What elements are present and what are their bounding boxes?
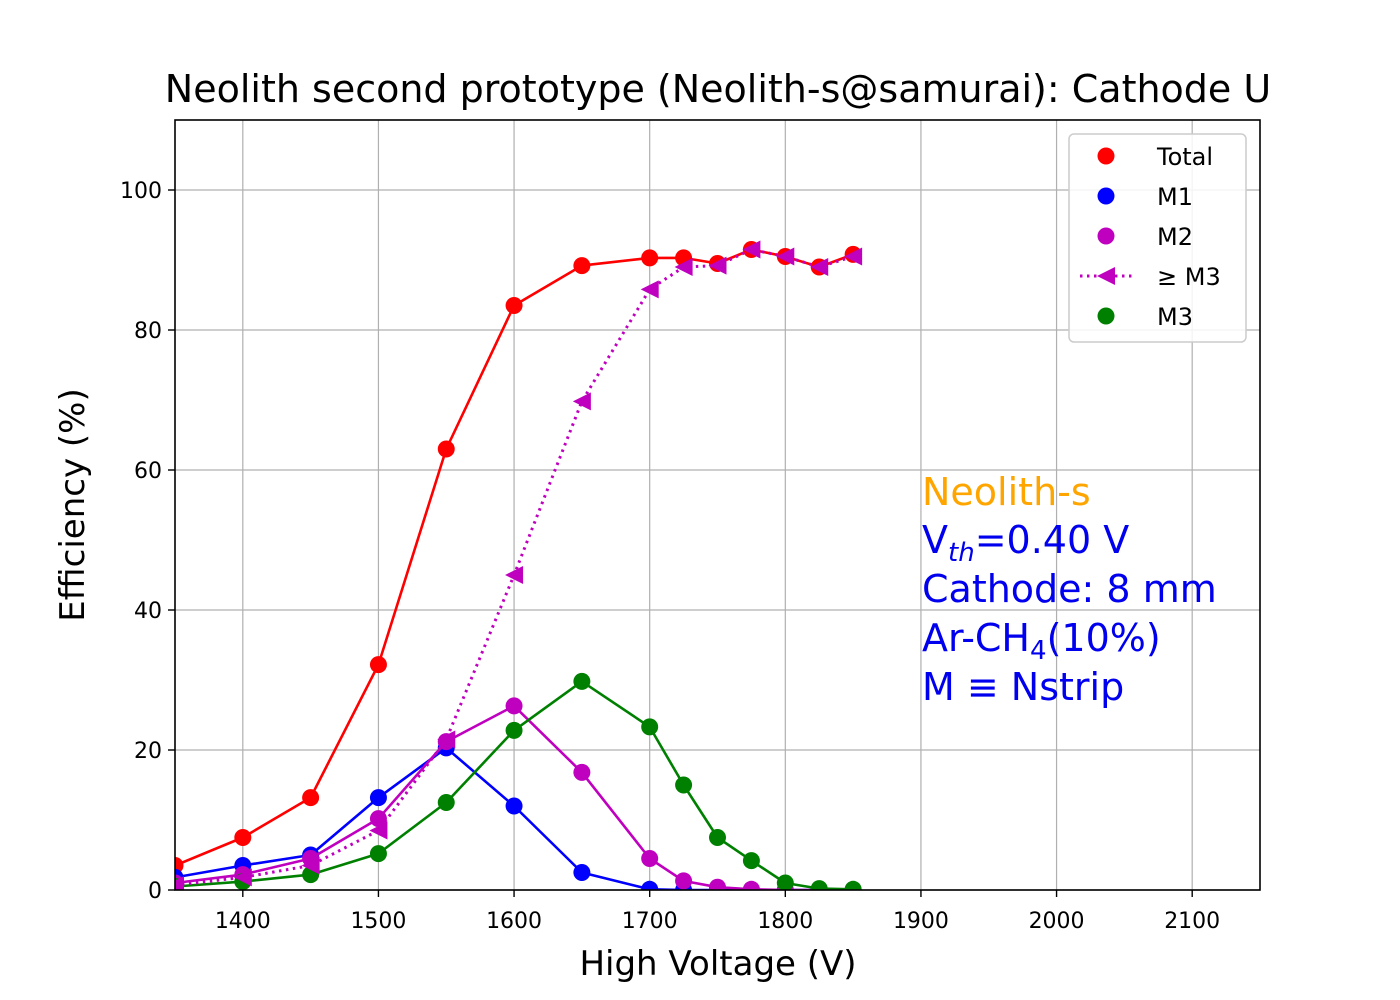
data-point-ge-m3	[844, 247, 863, 266]
y-tick-label: 20	[134, 739, 162, 764]
data-point-ge-m3	[572, 392, 591, 411]
x-tick-label: 1600	[486, 909, 542, 934]
legend-label: M3	[1157, 303, 1193, 331]
legend-marker	[1097, 307, 1115, 325]
series-line-ge-m3	[175, 248, 854, 887]
legend-label: Total	[1156, 143, 1213, 171]
series-ge-m3	[175, 240, 863, 890]
annotation-threshold-suffix: =0.40 V	[975, 518, 1130, 562]
y-tick-label: 100	[120, 179, 162, 204]
x-tick-label: 2000	[1029, 909, 1085, 934]
data-point-ge-m3	[233, 868, 252, 887]
plot-frame	[174, 119, 1261, 891]
legend-items: Total M1 M2 ≥ M3 M3	[1080, 143, 1221, 331]
data-point-total	[302, 789, 320, 807]
x-tick-label: 2100	[1164, 909, 1220, 934]
chart-title: Neolith second prototype (Neolith-s@samu…	[165, 67, 1271, 111]
data-point-m3	[641, 718, 659, 736]
data-point-m3	[844, 880, 862, 890]
data-point-total	[234, 829, 252, 846]
data-point-m3	[369, 845, 387, 863]
data-point-m3	[810, 880, 828, 890]
y-tick-label: 0	[148, 879, 162, 904]
annotation-gas: Ar-CH4(10%)	[922, 616, 1161, 666]
y-tick-label: 80	[134, 319, 162, 344]
legend-marker	[1097, 267, 1115, 285]
annotation-multiplicity: M ≡ Nstrip	[922, 665, 1124, 709]
data-point-m1	[505, 797, 523, 815]
legend-marker	[1097, 227, 1115, 245]
data-point-total	[437, 440, 455, 458]
data-point-ge-m3	[437, 730, 456, 749]
data-point-ge-m3	[640, 280, 659, 299]
annotation-detector-name: Neolith-s	[922, 470, 1091, 514]
legend-label: M1	[1157, 183, 1193, 211]
x-tick-label: 1800	[757, 909, 813, 934]
annotation-threshold-sub: th	[948, 538, 975, 568]
data-point-m3	[573, 672, 591, 690]
series-line-m1	[175, 746, 854, 890]
data-point-m3	[675, 776, 693, 794]
data-point-m1	[641, 880, 659, 890]
data-point-m3	[437, 794, 455, 811]
data-point-m2	[505, 697, 523, 715]
legend-marker	[1097, 147, 1115, 165]
data-point-total	[641, 249, 659, 267]
data-point-m1	[573, 864, 591, 881]
legend-label: M2	[1157, 223, 1193, 251]
data-point-total	[505, 297, 523, 314]
annotation-cathode: Cathode: 8 mm	[922, 567, 1217, 611]
legend: Total M1 M2 ≥ M3 M3	[1068, 133, 1247, 343]
data-point-m3	[505, 721, 523, 739]
ticks-layer: 1400 1500 1600 1700 1800 1900 2000 2100 0 20 40 60 8…	[120, 179, 1220, 934]
y-tick-label: 40	[134, 599, 162, 624]
data-point-m2	[709, 878, 726, 890]
data-point-ge-m3	[674, 258, 693, 276]
legend-label: ≥ M3	[1157, 263, 1221, 291]
annotation-gas-prefix: Ar-CH	[922, 616, 1030, 660]
data-point-m2	[641, 850, 659, 867]
x-tick-label: 1900	[893, 909, 949, 934]
y-axis-title: Efficiency (%)	[53, 388, 93, 621]
annotation-threshold-prefix: V	[922, 518, 948, 562]
data-point-total	[573, 257, 591, 275]
data-point-m2	[675, 872, 693, 890]
data-point-ge-m3	[301, 856, 320, 875]
x-tick-label: 1500	[350, 909, 406, 934]
annotation-gas-sub: 4	[1030, 636, 1047, 666]
data-point-ge-m3	[369, 821, 388, 840]
data-point-total	[369, 656, 387, 674]
annotation-threshold: Vth=0.40 V	[922, 518, 1129, 568]
x-tick-label: 1400	[215, 909, 271, 934]
annotation-gas-suffix: (10%)	[1047, 616, 1161, 660]
data-point-m3	[709, 829, 726, 846]
data-point-ge-m3	[776, 247, 795, 266]
annotation-block: Neolith-s Vth=0.40 V Cathode: 8 mm Ar-CH…	[922, 470, 1217, 709]
data-point-ge-m3	[175, 876, 184, 890]
data-point-m2	[573, 763, 591, 781]
data-point-ge-m3	[505, 566, 524, 584]
y-tick-label: 60	[134, 459, 162, 484]
data-point-m1	[369, 789, 387, 807]
x-tick-label: 1700	[622, 909, 678, 934]
legend-box	[1068, 133, 1247, 343]
series-layer	[175, 240, 863, 890]
data-point-ge-m3	[810, 258, 829, 276]
data-point-m3	[742, 852, 760, 870]
data-point-m3	[776, 874, 794, 890]
data-point-m2	[369, 810, 387, 828]
data-point-ge-m3	[708, 256, 727, 275]
data-point-ge-m3	[742, 240, 761, 259]
x-axis-title: High Voltage (V)	[579, 944, 856, 984]
legend-marker	[1097, 187, 1115, 205]
data-point-m2	[742, 880, 760, 890]
